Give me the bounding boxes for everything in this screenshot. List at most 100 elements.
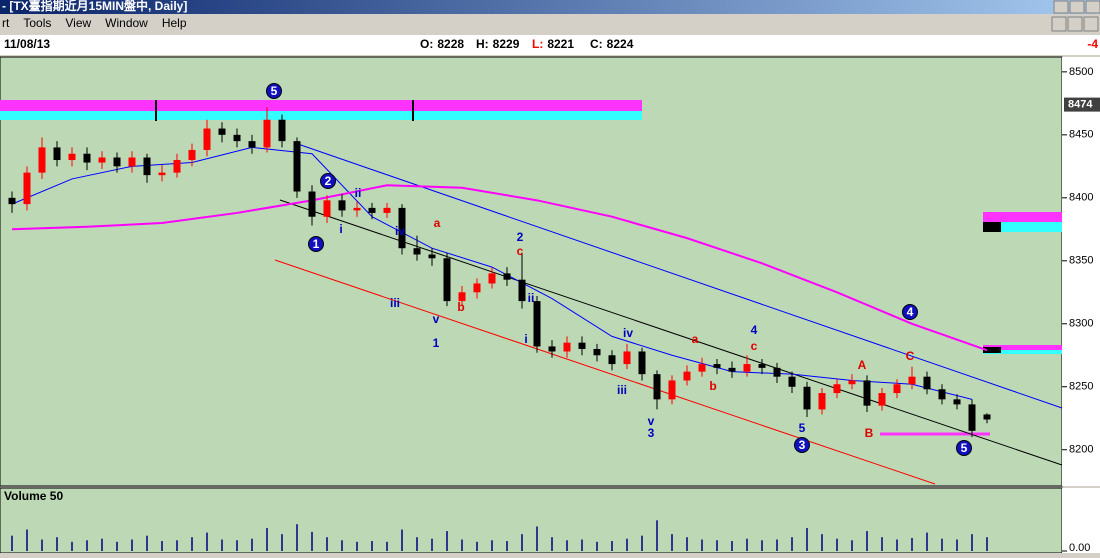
candle-body [293,141,301,192]
candle-body [938,389,946,400]
wave-label: 4 [907,305,914,319]
candle-body [83,153,91,163]
candle-body [263,119,271,148]
menu-item[interactable]: View [65,16,91,30]
wave-circle [308,236,324,252]
change: -4 [1087,37,1098,51]
y-tick-label: 8200 [1069,444,1093,456]
candle-body [968,404,976,431]
zone [0,100,642,111]
mdi-restore[interactable] [1067,16,1083,32]
trendline [274,259,936,485]
candle-body [803,386,811,410]
candle-body [218,128,226,135]
wave-label: iv [395,224,405,238]
mdi-close[interactable] [1083,16,1099,32]
candle-body [758,364,766,368]
candle-body [323,200,331,217]
zone [983,347,1001,353]
candle-body [848,380,856,385]
zone [0,111,642,120]
candle-body [38,147,46,173]
candle-body [503,273,511,280]
candle-body [773,367,781,377]
candle-body [173,160,181,173]
moving-average [11,146,973,400]
candle-body [353,207,361,211]
zone [983,212,1062,222]
candle-body [308,191,316,217]
wave-label: ii [528,291,535,305]
candle-body [788,376,796,387]
candle-body [578,342,586,349]
candle-body [713,364,721,368]
info-label: L: [532,37,543,51]
wave-circle [266,83,282,99]
volume-tick-label: 0.00 [1069,542,1090,553]
trendline [279,199,1063,466]
minimize-button[interactable] [1053,0,1069,14]
candle-body [143,157,151,176]
maximize-button[interactable] [1069,0,1085,14]
candle-body [443,258,451,302]
candle-body [53,147,61,161]
plot-area [0,56,1063,487]
menu-item[interactable]: Help [162,16,187,30]
candle-body [488,273,496,284]
wave-label: 1 [433,336,440,350]
candle-body [698,364,706,372]
candle-body [8,197,16,205]
menu-item[interactable]: Tools [23,16,51,30]
wave-label: 3 [648,426,655,440]
volume-title: Volume 50 [4,489,63,503]
candle-body [188,149,196,161]
candle-body [548,346,556,352]
wave-label: iv [623,326,633,340]
wave-label: c [751,339,758,353]
wave-label: 5 [961,441,968,455]
candle-body [23,172,31,205]
candle-body [98,157,106,163]
y-tick-label: 8300 [1069,318,1093,330]
candle-body [668,380,676,400]
info-value: 8221 [547,37,574,51]
candle-body [128,157,136,167]
candle-body [953,399,961,405]
wave-label: v [433,312,440,326]
candle-body [458,292,466,302]
wave-label: B [865,426,874,440]
date: 11/08/13 [4,37,50,51]
candle-body [248,141,256,148]
title-bar [0,0,1100,14]
wave-label: iii [390,296,400,310]
price-marker-bg [1064,97,1100,112]
wave-label: C [906,349,915,363]
candle-body [428,254,436,259]
menu-item[interactable]: rt [2,16,10,30]
candle-body [533,301,541,347]
y-tick-label: 8400 [1069,192,1093,204]
wave-label: 3 [799,438,806,452]
info-value: 8224 [607,37,634,51]
wave-circle [320,173,336,189]
close-button[interactable] [1085,0,1100,14]
wave-label: a [692,332,699,346]
candle-body [68,153,76,161]
wave-label: 2 [325,174,332,188]
wave-label: iii [617,383,627,397]
candle-body [368,207,376,213]
info-bar [0,35,1100,55]
candle-body [983,414,991,420]
info-label: H: [476,37,489,51]
y-tick-label: 8250 [1069,381,1093,393]
mdi-minimize[interactable] [1051,16,1067,32]
candle-body [923,376,931,390]
candle-body [518,279,526,302]
candle-body [818,393,826,410]
menu-item[interactable]: Window [105,16,148,30]
wave-label: 1 [313,237,320,251]
candle-body [593,348,601,356]
wave-label: 5 [799,421,806,435]
